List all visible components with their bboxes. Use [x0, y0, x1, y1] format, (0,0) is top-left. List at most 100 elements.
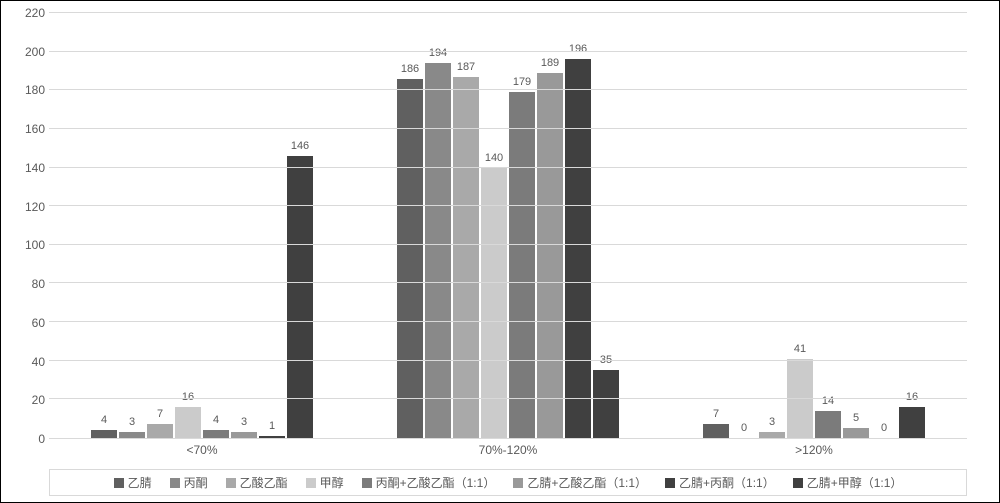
bar: 16 — [899, 407, 925, 438]
bar-value-label: 186 — [401, 63, 419, 75]
bar-value-label: 1 — [269, 420, 275, 432]
bar-group: 18619418714017918919635 — [355, 13, 661, 438]
bar: 187 — [453, 77, 479, 438]
y-tick-label: 80 — [32, 278, 45, 290]
legend-label: 乙腈+乙酸乙酯（1:1） — [527, 474, 647, 491]
bar: 3 — [119, 432, 145, 438]
bar-value-label: 16 — [906, 391, 918, 403]
legend-label: 丙酮 — [184, 474, 208, 491]
bar: 7 — [703, 424, 729, 438]
gridline — [49, 282, 967, 283]
x-tick-label: <70% — [49, 439, 355, 463]
bar-value-label: 146 — [291, 140, 309, 152]
bar-value-label: 140 — [485, 152, 503, 164]
bar-value-label: 3 — [241, 416, 247, 428]
bar-value-label: 0 — [741, 422, 747, 434]
bar: 16 — [175, 407, 201, 438]
bar-group: 43716431146 — [49, 13, 355, 438]
bar-value-label: 4 — [101, 414, 107, 426]
gridline — [49, 321, 967, 322]
legend-swatch — [114, 478, 124, 488]
legend-swatch — [362, 478, 372, 488]
gridline — [49, 205, 967, 206]
y-tick-label: 40 — [32, 356, 45, 368]
bar: 186 — [397, 79, 423, 438]
bar: 3 — [231, 432, 257, 438]
legend-item: 丙酮 — [170, 474, 208, 491]
legend-label: 丙酮+乙酸乙酯（1:1） — [376, 474, 496, 491]
bar-value-label: 7 — [713, 408, 719, 420]
y-tick-label: 120 — [25, 201, 45, 213]
bar-group: 70341145016 — [661, 13, 967, 438]
legend-label: 乙酸乙酯 — [240, 474, 288, 491]
bar: 3 — [759, 432, 785, 438]
legend-label: 乙腈+丙酮（1:1） — [679, 474, 775, 491]
legend-label: 乙腈 — [128, 474, 152, 491]
bar: 4 — [203, 430, 229, 438]
bar-value-label: 5 — [853, 412, 859, 424]
x-axis: <70%70%-120%>120% — [9, 439, 967, 463]
x-tick-label: 70%-120% — [355, 439, 661, 463]
legend-item: 乙腈 — [114, 474, 152, 491]
bar-value-label: 4 — [213, 414, 219, 426]
bar: 196 — [565, 59, 591, 438]
gridline — [49, 244, 967, 245]
gridline — [49, 12, 967, 13]
y-tick-label: 180 — [25, 84, 45, 96]
y-tick-label: 0 — [38, 433, 45, 445]
y-tick-label: 160 — [25, 123, 45, 135]
bar: 14 — [815, 411, 841, 438]
bar-value-label: 196 — [569, 43, 587, 55]
x-tick-label: >120% — [661, 439, 967, 463]
legend-item: 乙酸乙酯 — [226, 474, 288, 491]
legend: 乙腈 丙酮 乙酸乙酯 甲醇 丙酮+乙酸乙酯（1:1） 乙腈+乙酸乙酯（1:1） 乙腈+丙酮（… — [49, 469, 967, 496]
bar-value-label: 14 — [822, 395, 834, 407]
legend-item: 甲醇 — [306, 474, 344, 491]
y-tick-label: 200 — [25, 46, 45, 58]
bar: 5 — [843, 428, 869, 438]
y-tick-label: 100 — [25, 239, 45, 251]
bar-value-label: 3 — [129, 416, 135, 428]
legend-swatch — [226, 478, 236, 488]
bar-groups: 4371643114618619418714017918919635703411… — [49, 13, 967, 438]
legend-swatch — [793, 478, 803, 488]
chart-wrap: 020406080100120140160180200220 437164311… — [9, 13, 967, 496]
legend-item: 乙腈+丙酮（1:1） — [665, 474, 775, 491]
legend-swatch — [665, 478, 675, 488]
legend-swatch — [170, 478, 180, 488]
bar-value-label: 7 — [157, 408, 163, 420]
bar: 146 — [287, 156, 313, 438]
bar-value-label: 194 — [429, 47, 447, 59]
legend-swatch — [513, 478, 523, 488]
bar-value-label: 179 — [513, 76, 531, 88]
gridline — [49, 360, 967, 361]
gridline — [49, 398, 967, 399]
bar: 4 — [91, 430, 117, 438]
bar-value-label: 189 — [541, 57, 559, 69]
bar: 179 — [509, 92, 535, 438]
bar: 7 — [147, 424, 173, 438]
gridline — [49, 167, 967, 168]
plot-area: 4371643114618619418714017918919635703411… — [49, 13, 967, 439]
bar-value-label: 16 — [182, 391, 194, 403]
gridline — [49, 89, 967, 90]
y-tick-label: 60 — [32, 317, 45, 329]
bar-value-label: 41 — [794, 343, 806, 355]
legend-label: 甲醇 — [320, 474, 344, 491]
legend-item: 丙酮+乙酸乙酯（1:1） — [362, 474, 496, 491]
y-tick-label: 20 — [32, 394, 45, 406]
chart-frame: 020406080100120140160180200220 437164311… — [0, 0, 1000, 503]
gridline — [49, 51, 967, 52]
bar-value-label: 0 — [881, 422, 887, 434]
y-tick-label: 220 — [25, 7, 45, 19]
legend-swatch — [306, 478, 316, 488]
bar: 1 — [259, 436, 285, 438]
bar-value-label: 3 — [769, 416, 775, 428]
y-tick-label: 140 — [25, 162, 45, 174]
gridline — [49, 128, 967, 129]
bar-value-label: 187 — [457, 61, 475, 73]
legend-item: 乙腈+甲醇（1:1） — [793, 474, 903, 491]
legend-label: 乙腈+甲醇（1:1） — [807, 474, 903, 491]
plot-row: 020406080100120140160180200220 437164311… — [9, 13, 967, 439]
bar: 194 — [425, 63, 451, 438]
